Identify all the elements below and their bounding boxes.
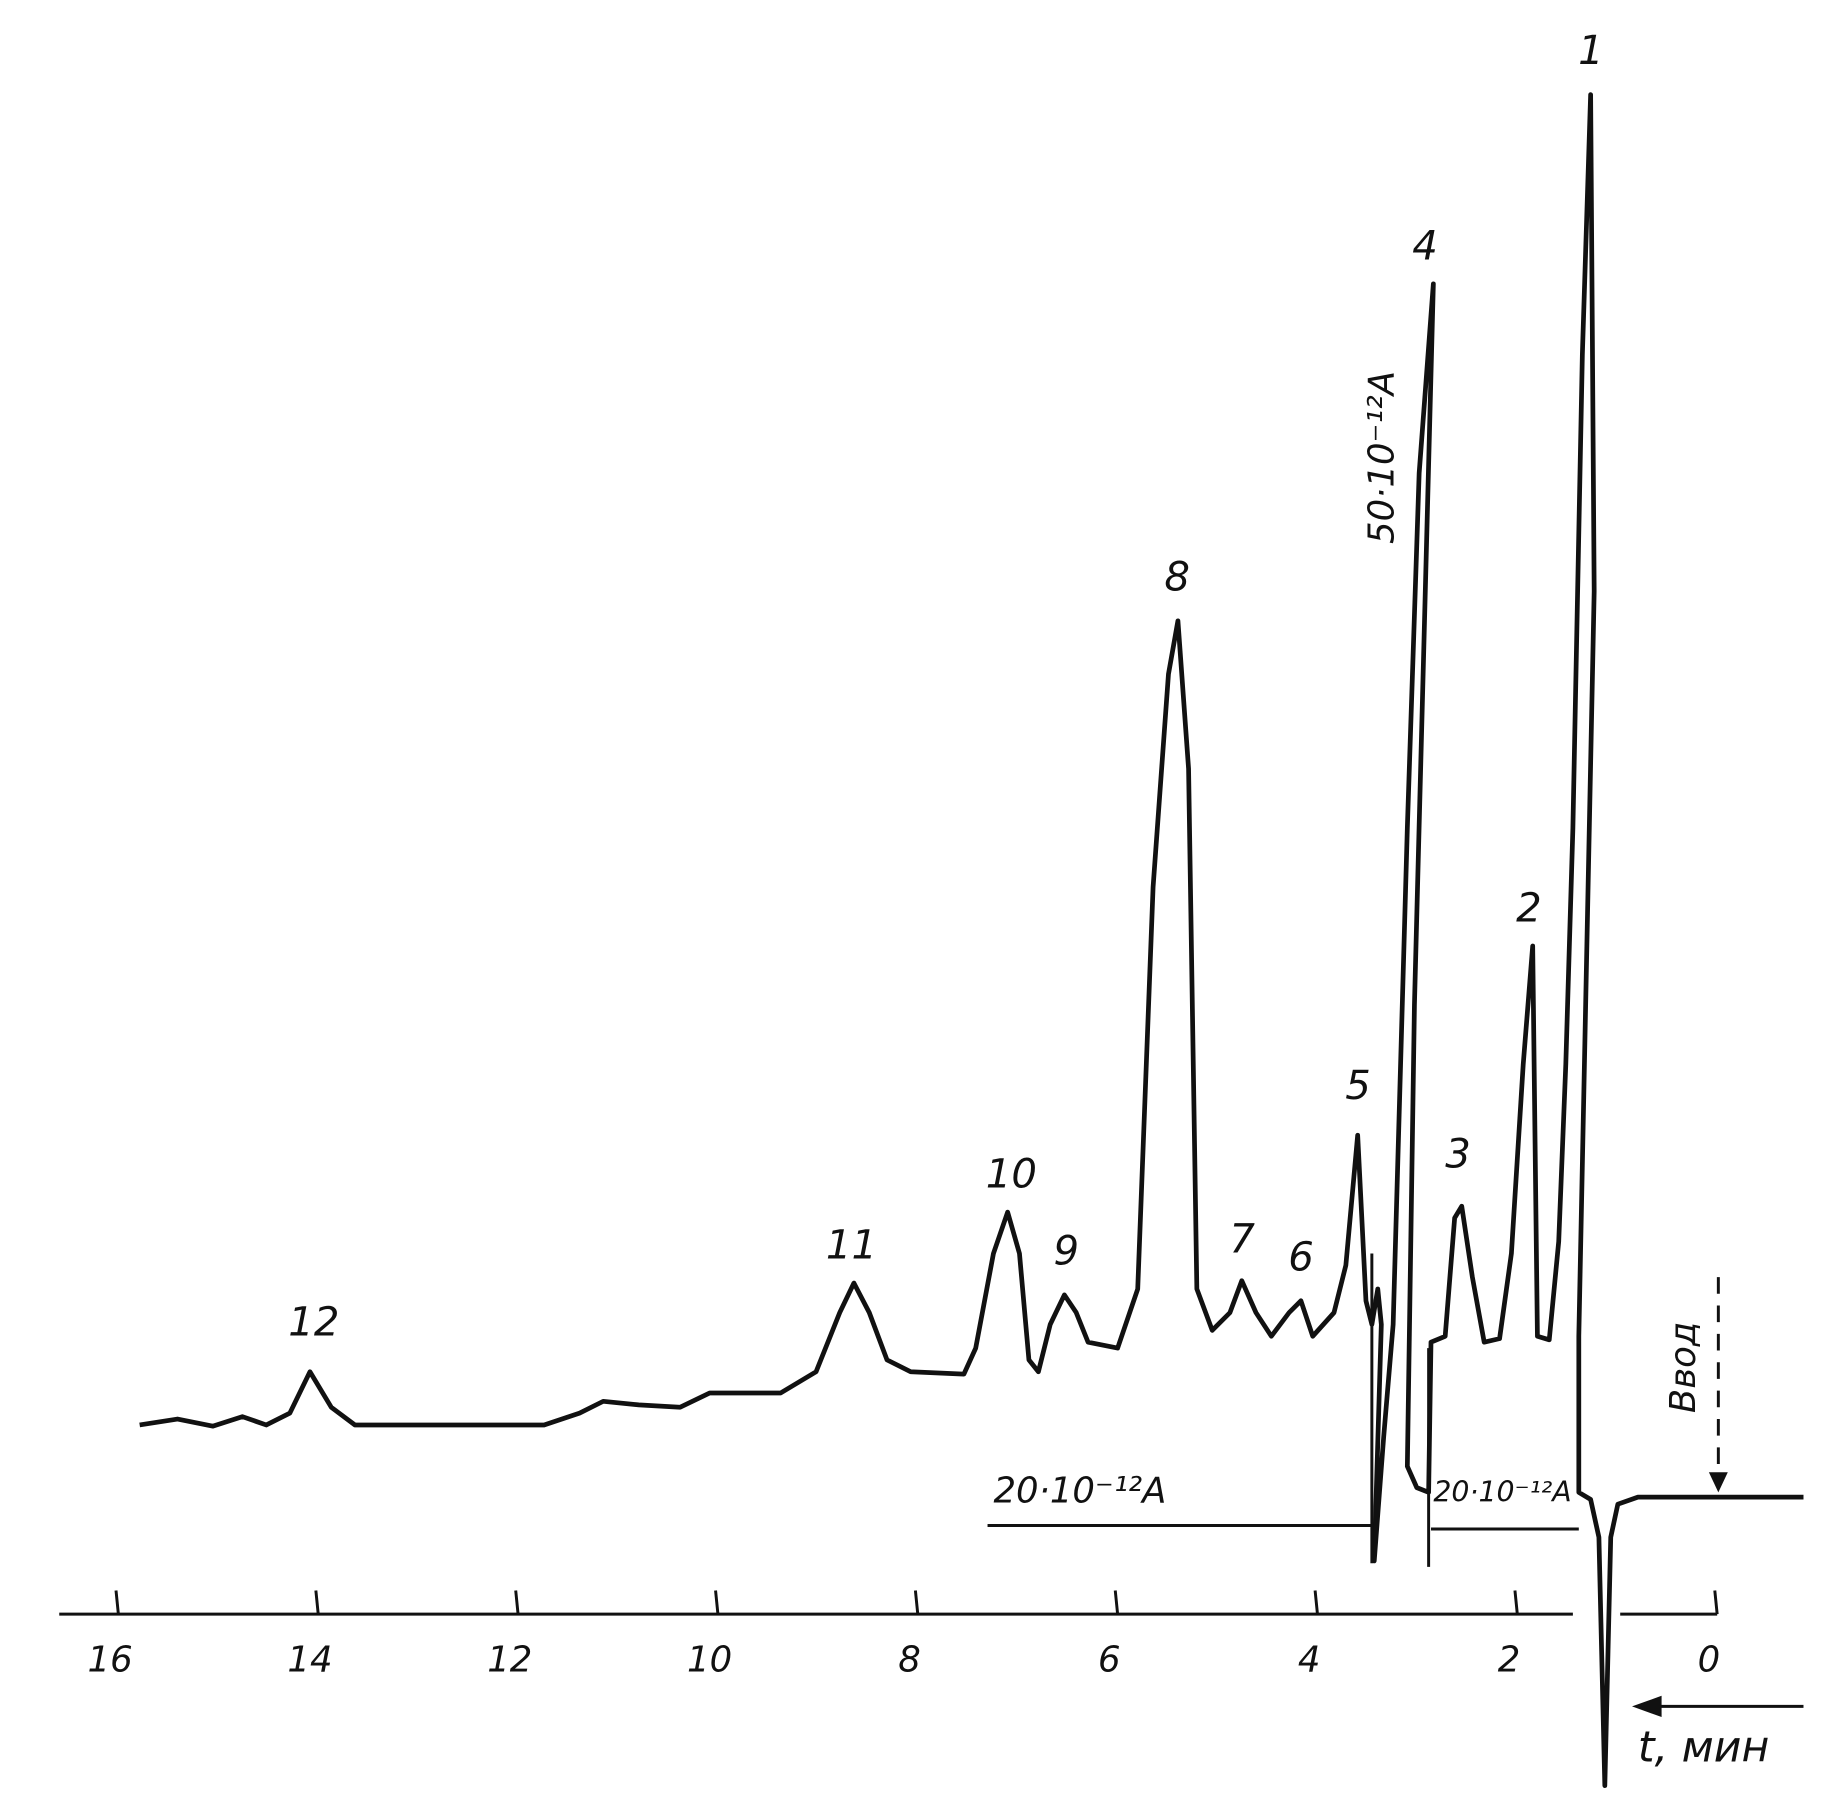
peak-label: 4 <box>1412 223 1438 269</box>
x-tick <box>514 1590 520 1615</box>
x-tick-label: 2 <box>1498 1639 1521 1680</box>
peak-label: 8 <box>1164 554 1190 600</box>
x-tick <box>114 1590 120 1615</box>
x-tick-label: 4 <box>1298 1639 1321 1680</box>
x-tick-label: 14 <box>287 1639 332 1680</box>
x-tick <box>1313 1590 1319 1615</box>
x-tick-label: 0 <box>1698 1639 1721 1680</box>
scale-label: 20·10⁻¹²A <box>993 1470 1166 1511</box>
x-tick <box>1713 1590 1719 1615</box>
x-tick <box>314 1590 320 1615</box>
trace <box>139 92 1804 1788</box>
peak-label: 7 <box>1229 1217 1255 1263</box>
scale-label: 20·10⁻¹²A <box>1433 1476 1571 1509</box>
peak-label: 5 <box>1345 1063 1371 1109</box>
peak-label: 3 <box>1445 1132 1471 1178</box>
injection-label: Ввод <box>1663 1322 1704 1413</box>
peak-label: 12 <box>288 1299 339 1345</box>
peak-label: 6 <box>1288 1234 1314 1280</box>
peak-label: 11 <box>826 1223 877 1269</box>
time-arrow-head <box>1632 1695 1662 1718</box>
peak-label: 9 <box>1054 1228 1080 1274</box>
x-tick <box>1513 1590 1519 1615</box>
peak-label: 1 <box>1578 28 1604 74</box>
x-tick-label: 6 <box>1098 1639 1121 1680</box>
peak-label: 2 <box>1516 886 1542 932</box>
peak-label: 10 <box>986 1152 1037 1198</box>
x-tick-label: 16 <box>88 1639 133 1680</box>
x-tick <box>714 1590 720 1615</box>
injection-arrow <box>1708 1472 1728 1493</box>
x-tick-label: 12 <box>487 1639 532 1680</box>
x-tick <box>913 1590 920 1615</box>
x-tick-label: 10 <box>687 1639 732 1680</box>
x-axis-label: t, мин <box>1638 1723 1769 1773</box>
scale-label: 50·10⁻¹²A <box>1362 371 1403 544</box>
x-tick-label: 8 <box>898 1639 921 1680</box>
x-tick <box>1113 1590 1120 1615</box>
